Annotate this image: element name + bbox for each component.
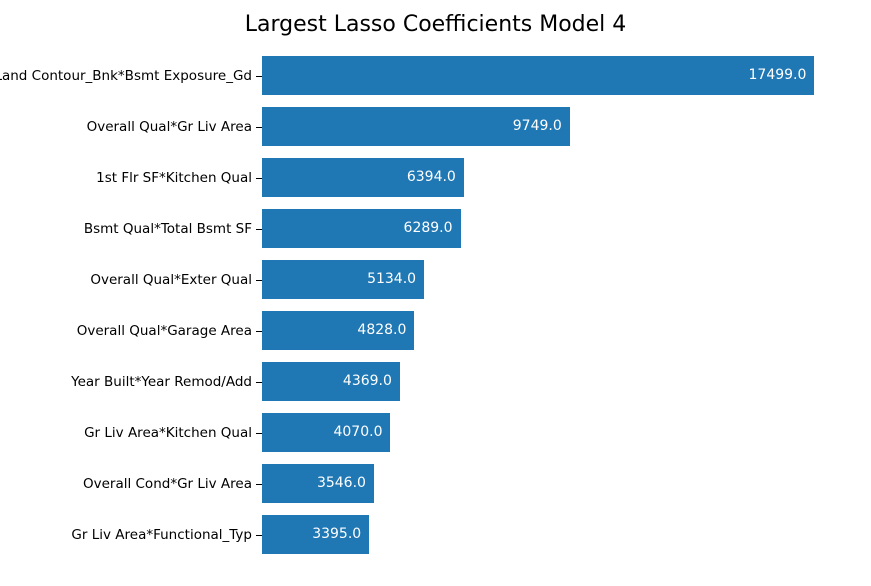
bar-row: 3395.0 xyxy=(262,515,846,555)
bar-row: 9749.0 xyxy=(262,107,846,147)
ytick-mark xyxy=(256,127,262,128)
ytick-mark xyxy=(256,280,262,281)
ytick-mark xyxy=(256,76,262,77)
ytick-mark xyxy=(256,535,262,536)
ytick-label: Overall Qual*Exter Qual xyxy=(90,272,252,288)
ytick-mark xyxy=(256,331,262,332)
ytick-label: Overall Cond*Gr Liv Area xyxy=(83,476,252,492)
bar-value-label: 5134.0 xyxy=(367,271,416,287)
ytick-mark xyxy=(256,229,262,230)
bar-value-label: 3395.0 xyxy=(312,526,361,542)
ytick-label: Gr Liv Area*Functional_Typ xyxy=(71,527,252,543)
bar-row: 6394.0 xyxy=(262,158,846,198)
bar-row: 3546.0 xyxy=(262,464,846,504)
bar-value-label: 9749.0 xyxy=(513,118,562,134)
ytick-mark xyxy=(256,382,262,383)
bar-row: 4828.0 xyxy=(262,311,846,351)
bar-value-label: 3546.0 xyxy=(317,475,366,491)
chart-title: Largest Lasso Coefficients Model 4 xyxy=(0,12,871,37)
ytick-label: Overall Qual*Garage Area xyxy=(77,323,252,339)
ytick-label: Overall Qual*Gr Liv Area xyxy=(87,119,252,135)
bar-row: 17499.0 xyxy=(262,56,846,96)
ytick-label: Bsmt Qual*Total Bsmt SF xyxy=(84,221,252,237)
bar-value-label: 6394.0 xyxy=(407,169,456,185)
bar-value-label: 6289.0 xyxy=(404,220,453,236)
plot-area: 17499.0Land Contour_Bnk*Bsmt Exposure_Gd… xyxy=(262,50,846,560)
bar-value-label: 4369.0 xyxy=(343,373,392,389)
ytick-label: 1st Flr SF*Kitchen Qual xyxy=(96,170,252,186)
bar-value-label: 4070.0 xyxy=(333,424,382,440)
ytick-mark xyxy=(256,433,262,434)
ytick-label: Gr Liv Area*Kitchen Qual xyxy=(84,425,252,441)
bar xyxy=(262,56,814,96)
bar-row: 4070.0 xyxy=(262,413,846,453)
ytick-label: Land Contour_Bnk*Bsmt Exposure_Gd xyxy=(0,68,252,84)
ytick-mark xyxy=(256,484,262,485)
ytick-mark xyxy=(256,178,262,179)
bar-row: 6289.0 xyxy=(262,209,846,249)
bar-row: 5134.0 xyxy=(262,260,846,300)
chart-container: Largest Lasso Coefficients Model 4 17499… xyxy=(0,0,871,586)
bar-value-label: 4828.0 xyxy=(357,322,406,338)
ytick-label: Year Built*Year Remod/Add xyxy=(71,374,252,390)
bar-value-label: 17499.0 xyxy=(749,67,807,83)
bar-row: 4369.0 xyxy=(262,362,846,402)
